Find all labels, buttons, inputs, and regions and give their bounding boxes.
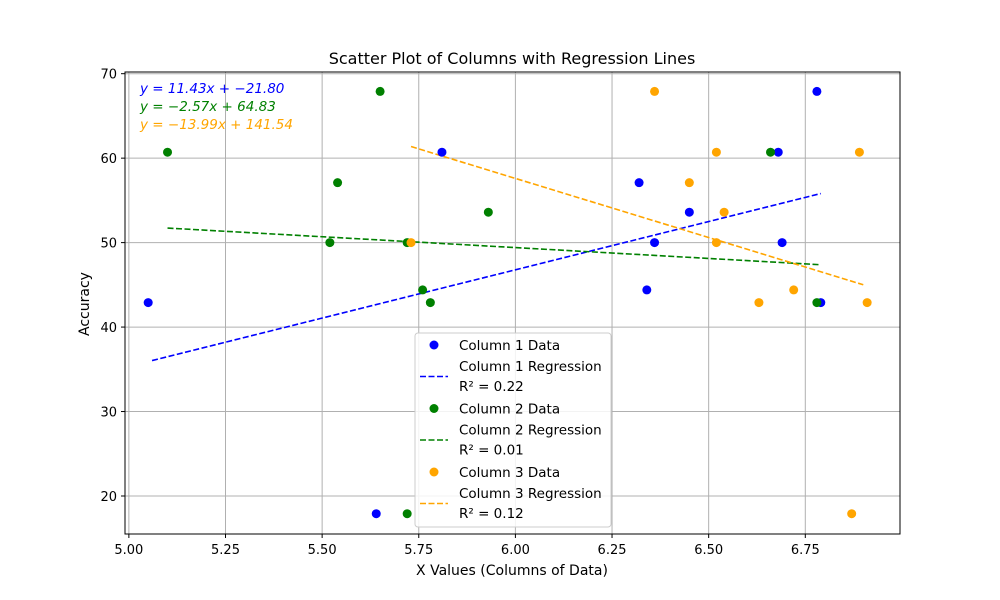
legend-marker-series-3 xyxy=(429,467,439,477)
legend-label-r2: R² = 0.12 xyxy=(459,506,524,522)
data-point-series-3 xyxy=(711,147,721,157)
data-point-series-2 xyxy=(333,178,343,188)
y-tick-label: 60 xyxy=(100,152,117,167)
x-tick-label: 6.00 xyxy=(501,543,530,558)
axis-ticks: 5.00 5.25 5.50 5.75 6.00 6.25 6.50 6.75 20 30 40 50… xyxy=(100,68,819,558)
chart-title: Scatter Plot of Columns with Regression … xyxy=(329,49,696,68)
data-point-series-3 xyxy=(862,298,872,308)
data-point-series-1 xyxy=(773,147,783,157)
data-point-series-1 xyxy=(143,298,153,308)
regression-line-series-2 xyxy=(167,227,821,266)
x-tick-label: 5.50 xyxy=(308,543,337,558)
data-point-series-2 xyxy=(418,285,428,295)
data-point-series-3 xyxy=(650,86,660,96)
data-point-series-2 xyxy=(812,298,822,308)
data-point-series-1 xyxy=(777,238,787,248)
data-point-series-3 xyxy=(854,147,864,157)
data-point-series-2 xyxy=(425,298,435,308)
legend-label-regression: Column 2 Regression xyxy=(459,423,602,439)
legend: Column 1 Data Column 1 Regression R² = 0.2… xyxy=(414,332,612,528)
data-point-series-3 xyxy=(847,509,857,519)
data-point-series-2 xyxy=(163,147,173,157)
data-point-series-3 xyxy=(754,298,764,308)
x-tick-label: 6.75 xyxy=(791,543,820,558)
data-point-series-3 xyxy=(719,207,729,217)
regression-lines xyxy=(151,145,864,362)
legend-label-data: Column 3 Data xyxy=(459,465,560,481)
y-axis-label: Accuracy xyxy=(77,272,93,336)
x-tick-label: 5.25 xyxy=(211,543,240,558)
legend-label-r2: R² = 0.22 xyxy=(459,379,524,395)
data-point-series-2 xyxy=(375,86,385,96)
x-tick-label: 6.50 xyxy=(694,543,723,558)
legend-box xyxy=(414,332,612,528)
data-point-series-1 xyxy=(642,285,652,295)
regression-equations: y = 11.43x + −21.80 y = −2.57x + 64.83 y =… xyxy=(139,81,293,133)
legend-marker-series-2 xyxy=(429,404,439,413)
regression-line-series-1 xyxy=(151,192,821,362)
legend-label-data: Column 1 Data xyxy=(459,338,560,354)
regression-line-series-3 xyxy=(410,145,864,286)
data-point-series-3 xyxy=(789,285,799,295)
regression-equation: y = −2.57x + 64.83 xyxy=(139,99,276,115)
data-point-series-3 xyxy=(711,238,721,248)
legend-label-r2: R² = 0.01 xyxy=(459,443,524,459)
legend-label-data: Column 2 Data xyxy=(459,402,560,418)
x-tick-label: 5.75 xyxy=(404,543,433,558)
data-point-series-1 xyxy=(634,178,644,188)
data-point-series-2 xyxy=(402,509,412,519)
data-point-series-2 xyxy=(766,147,776,157)
x-tick-label: 6.25 xyxy=(598,543,627,558)
plot-frame xyxy=(124,71,901,535)
legend-label-regression: Column 3 Regression xyxy=(459,486,602,502)
y-tick-label: 20 xyxy=(100,490,117,505)
data-point-series-3 xyxy=(684,178,694,188)
data-point-series-2 xyxy=(483,207,493,217)
y-tick-label: 40 xyxy=(100,321,117,336)
data-point-series-1 xyxy=(684,207,694,217)
x-tick-label: 5.00 xyxy=(114,543,143,558)
grid xyxy=(125,72,900,534)
y-tick-label: 70 xyxy=(100,68,117,83)
x-axis-label: X Values (Columns of Data) xyxy=(416,563,608,579)
data-point-series-1 xyxy=(371,509,381,519)
data-point-series-1 xyxy=(650,238,660,248)
regression-equation: y = 11.43x + −21.80 xyxy=(139,81,284,97)
data-point-series-1 xyxy=(812,86,822,96)
data-point-series-2 xyxy=(325,238,335,248)
data-points xyxy=(143,86,872,519)
data-point-series-1 xyxy=(437,147,447,157)
legend-label-regression: Column 1 Regression xyxy=(459,359,602,375)
legend-marker-series-1 xyxy=(429,340,439,350)
data-point-series-3 xyxy=(406,238,416,248)
y-tick-label: 30 xyxy=(100,406,117,421)
y-tick-label: 50 xyxy=(100,237,117,252)
regression-equation: y = −13.99x + 141.54 xyxy=(139,117,293,133)
